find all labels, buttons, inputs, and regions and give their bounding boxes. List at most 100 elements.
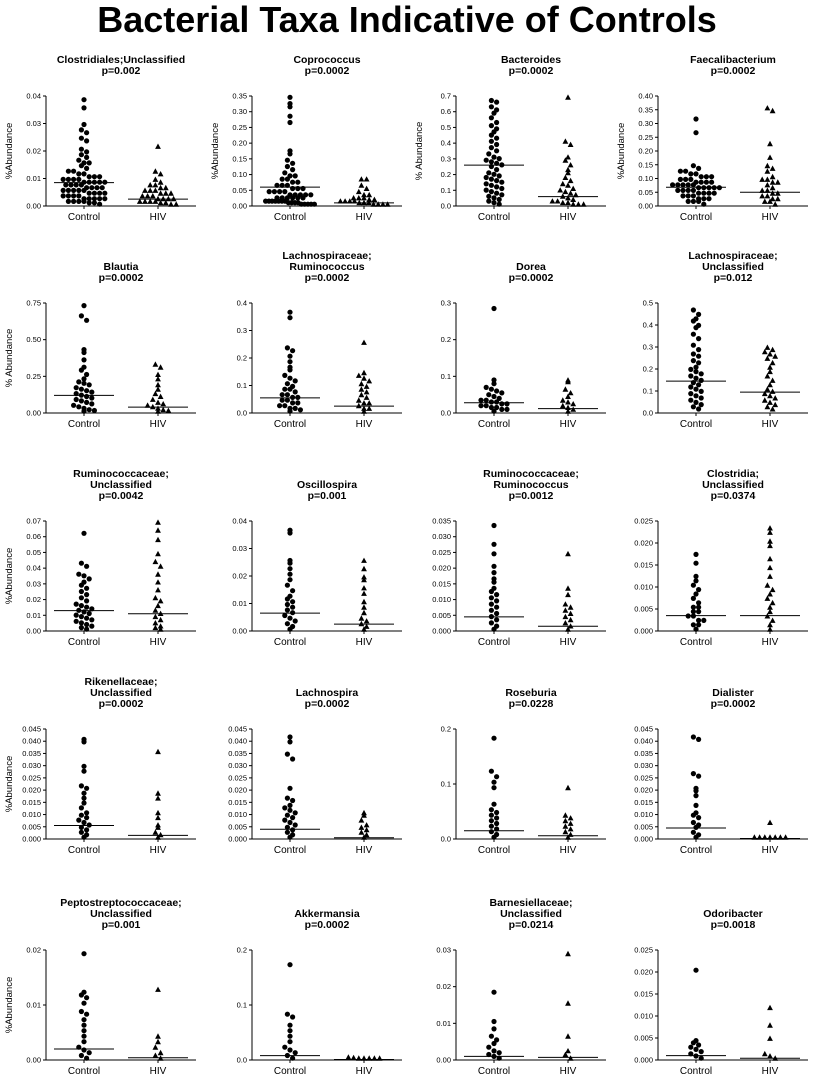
control-point xyxy=(78,1052,84,1059)
y-tick-label: 0.02 xyxy=(436,982,451,991)
hiv-point xyxy=(152,829,159,835)
control-point xyxy=(677,176,684,182)
control-point xyxy=(290,160,296,166)
y-tick-label: 0.25 xyxy=(638,133,653,142)
control-point xyxy=(284,751,290,757)
control-point xyxy=(486,198,492,204)
hiv-point xyxy=(567,162,574,168)
hiv-point xyxy=(358,817,365,823)
x-tick-label: Control xyxy=(478,637,510,648)
y-tick-label: 0.2 xyxy=(237,354,247,363)
hiv-point xyxy=(157,598,164,604)
hiv-point xyxy=(160,401,167,407)
control-point xyxy=(287,151,293,157)
control-point xyxy=(685,193,691,199)
hiv-point xyxy=(769,359,776,366)
x-tick-label: HIV xyxy=(762,419,779,430)
hiv-point xyxy=(567,815,574,821)
hiv-point xyxy=(767,364,773,370)
y-tick-label: 0.00 xyxy=(26,409,41,418)
control-point xyxy=(703,179,710,185)
hiv-point xyxy=(772,201,779,207)
control-point xyxy=(488,829,494,835)
panel-title: Unclassified xyxy=(500,908,562,920)
control-point xyxy=(698,388,704,394)
control-point xyxy=(89,395,95,401)
panel-title: Oscillospira xyxy=(297,479,357,491)
control-point xyxy=(693,560,699,566)
y-tick-label: 0.4 xyxy=(441,139,451,148)
control-point xyxy=(279,397,285,403)
control-point xyxy=(279,392,285,398)
hiv-point xyxy=(152,624,159,631)
control-point xyxy=(84,626,90,632)
control-point xyxy=(81,357,87,363)
hiv-point xyxy=(570,185,577,191)
y-tick-label: 0.045 xyxy=(22,725,41,734)
hiv-point xyxy=(767,525,773,531)
y-tick-label: 0.5 xyxy=(643,299,653,308)
control-point xyxy=(78,620,84,626)
hiv-point xyxy=(165,195,172,202)
hiv-point xyxy=(769,165,776,171)
control-point xyxy=(287,94,293,100)
control-point xyxy=(84,138,90,144)
control-point xyxy=(78,1008,84,1015)
hiv-point xyxy=(157,171,164,177)
x-tick-label: HIV xyxy=(560,1066,577,1077)
panel-pvalue: p=0.0002 xyxy=(305,698,350,710)
control-point xyxy=(277,403,283,409)
panel-pvalue: p=0.0002 xyxy=(305,919,350,931)
hiv-point xyxy=(565,1033,571,1039)
hiv-point xyxy=(572,191,579,198)
y-tick-label: 0.05 xyxy=(26,548,41,557)
hiv-point xyxy=(767,1022,773,1028)
y-tick-label: 0.025 xyxy=(432,548,451,557)
y-tick-label: 0.1 xyxy=(237,1001,247,1010)
control-point xyxy=(287,530,293,536)
control-point xyxy=(84,615,90,621)
control-point xyxy=(486,392,492,398)
control-point xyxy=(81,1047,87,1053)
hiv-point xyxy=(767,529,773,535)
hiv-point xyxy=(567,141,574,147)
control-point xyxy=(65,193,71,199)
hiv-point xyxy=(355,372,362,378)
control-point xyxy=(491,1048,497,1054)
x-tick-label: HIV xyxy=(560,637,577,648)
panel-title: Lachnospira xyxy=(296,687,359,699)
control-point xyxy=(60,193,66,199)
y-tick-label: 0.025 xyxy=(228,773,247,782)
control-point xyxy=(701,196,707,202)
control-point xyxy=(488,818,494,824)
panel-pvalue: p=0.012 xyxy=(714,272,753,284)
hiv-point xyxy=(764,168,771,174)
hiv-point xyxy=(358,386,365,392)
control-point xyxy=(86,382,92,388)
control-point xyxy=(295,195,301,201)
hiv-point xyxy=(759,176,766,182)
hiv-point xyxy=(774,190,781,196)
control-point xyxy=(86,200,92,206)
control-point xyxy=(675,187,681,193)
x-tick-label: Control xyxy=(680,845,712,856)
panel-title: Dorea xyxy=(516,261,546,273)
hiv-point xyxy=(355,402,362,409)
hiv-point xyxy=(160,195,167,202)
hiv-point xyxy=(136,198,143,204)
control-point xyxy=(690,609,697,615)
control-point xyxy=(89,389,95,395)
control-point xyxy=(696,604,702,610)
hiv-point xyxy=(554,198,561,204)
control-point xyxy=(284,345,290,351)
hiv-point xyxy=(767,626,773,632)
hiv-point xyxy=(767,392,773,399)
y-tick-label: 0.30 xyxy=(232,107,247,116)
hiv-point xyxy=(769,179,776,185)
y-tick-label: 0.1 xyxy=(441,372,451,381)
hiv-point xyxy=(155,579,161,585)
control-point xyxy=(89,617,95,623)
control-point xyxy=(488,1033,494,1039)
y-tick-label: 0.04 xyxy=(232,517,247,526)
